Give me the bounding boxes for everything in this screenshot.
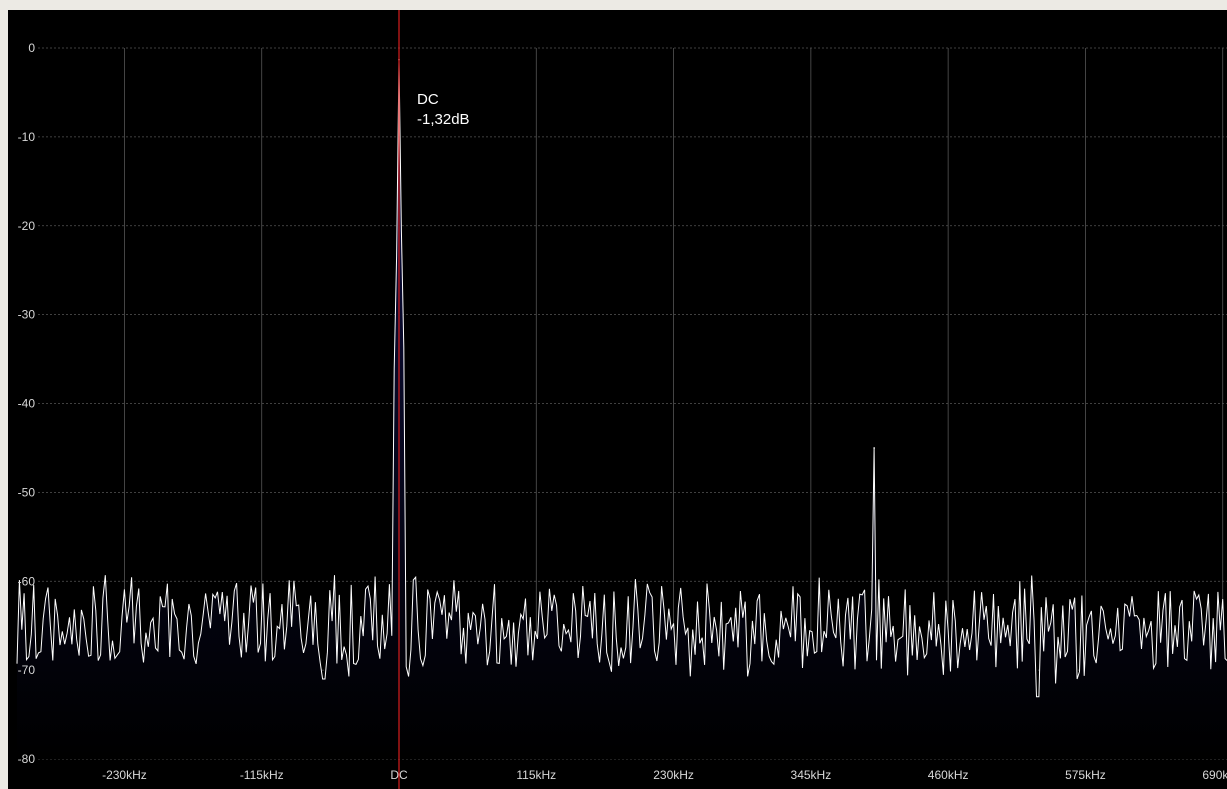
x-tick-label: 690kHz [1202, 768, 1227, 782]
marker-value: -1,32dB [417, 111, 470, 128]
peak-point [873, 447, 875, 449]
y-tick-label: -20 [18, 219, 36, 233]
x-tick-label: 345kHz [791, 768, 832, 782]
y-tick-label: -80 [18, 752, 36, 766]
marker-label: DC [417, 91, 439, 108]
plot-area [16, 58, 1227, 759]
y-tick-label: -40 [18, 397, 36, 411]
y-tick-label: -60 [18, 574, 36, 588]
y-tick-label: 0 [28, 41, 35, 55]
x-tick-label: -115kHz [240, 768, 284, 782]
y-tick-label: -10 [18, 130, 36, 144]
x-tick-label: 460kHz [928, 768, 969, 782]
y-tick-label: -50 [18, 485, 36, 499]
x-tick-label: 230kHz [653, 768, 694, 782]
marker-group[interactable]: DC -1,32dB [398, 10, 470, 789]
x-tick-label: 575kHz [1065, 768, 1106, 782]
x-tick-label: 115kHz [516, 768, 556, 782]
x-tick-label: -230kHz [102, 768, 147, 782]
y-axis: 0 -10 -20 -30 -40 -50 -60 -70 -80 [18, 41, 36, 766]
x-axis: -230kHz -115kHz DC 115kHz 230kHz 345kHz 460kHz… [102, 768, 1227, 782]
spectrum-chart: 0 -10 -20 -30 -40 -50 -60 -70 -80 -230kHz -115kHz… [8, 10, 1227, 789]
y-tick-label: -30 [18, 308, 36, 322]
y-tick-label: -70 [18, 663, 36, 677]
spectrum-fill [17, 59, 1227, 759]
spectrum-trace [16, 59, 1227, 698]
